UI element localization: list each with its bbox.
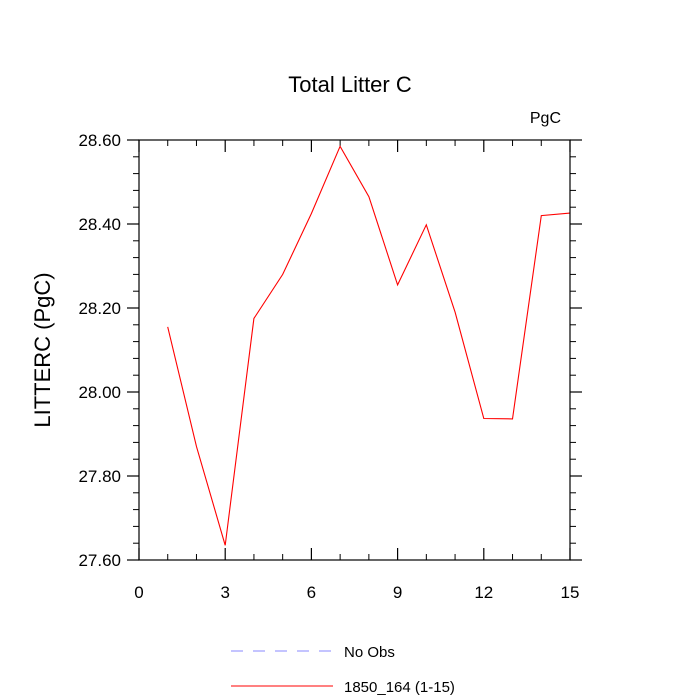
plot-frame (138, 139, 571, 561)
y-tick-label: 28.00 (78, 383, 121, 402)
x-tick-label: 9 (393, 583, 402, 602)
x-tick-label: 12 (474, 583, 493, 602)
legend-label: No Obs (344, 644, 395, 661)
y-tick-label: 28.20 (78, 299, 121, 318)
y-tick-label: 28.40 (78, 215, 121, 234)
y-tick-label: 27.60 (78, 551, 121, 570)
x-tick-label: 3 (220, 583, 229, 602)
legend: No Obs 1850_164 (1-15) (231, 644, 455, 696)
series-layer (167, 145, 571, 546)
x-tick-label: 15 (561, 583, 580, 602)
legend-label: 1850_164 (1-15) (344, 679, 455, 696)
x-tick-label: 0 (134, 583, 143, 602)
y-tick-label: 28.60 (78, 131, 121, 150)
series-line (167, 145, 571, 546)
chart-title: Total Litter C (288, 72, 412, 97)
y-axis-label: LITTERC (PgC) (30, 272, 55, 427)
y-tick-label: 27.80 (78, 467, 121, 486)
units-label: PgC (530, 110, 561, 127)
axis-ticks (127, 139, 582, 561)
x-tick-label: 6 (307, 583, 316, 602)
tick-labels: 0 3 6 9 12 15 27.60 27.80 28.00 28.20 28.40 28.60 (78, 131, 579, 602)
